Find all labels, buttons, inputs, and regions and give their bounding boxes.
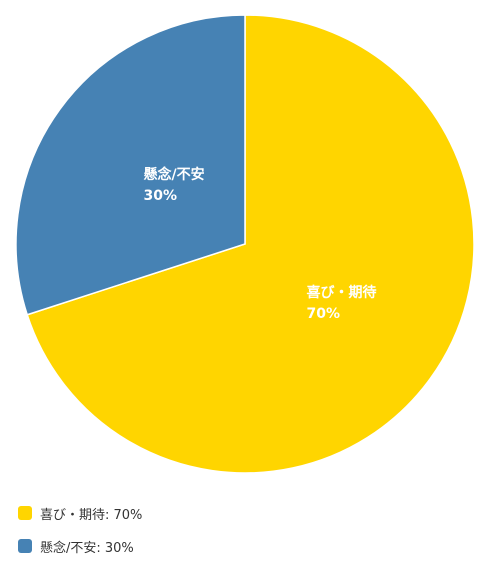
legend-swatch-joy bbox=[18, 506, 32, 520]
slice-label-name-concern: 懸念/不安 bbox=[143, 166, 204, 183]
legend-label-joy: 喜び・期待: 70% bbox=[40, 507, 143, 523]
legend-label-concern: 懸念/不安: 30% bbox=[40, 540, 134, 556]
slice-label-value-concern: 30% bbox=[143, 188, 177, 204]
legend-item-joy: 喜び・期待: 70% bbox=[18, 504, 143, 523]
pie-slice-concern bbox=[15, 14, 246, 316]
legend-swatch-concern bbox=[18, 539, 32, 553]
pie-slice-joy bbox=[26, 14, 475, 474]
legend-item-concern: 懸念/不安: 30% bbox=[18, 537, 142, 556]
pie-chart: 喜び・期待 70% 懸念/不安 30% bbox=[15, 14, 475, 474]
slice-label-name-joy: 喜び・期待 bbox=[307, 284, 377, 301]
slice-label-value-joy: 70% bbox=[307, 306, 341, 322]
chart-legend: 喜び・期待: 70% 懸念/不安: 30% bbox=[18, 504, 142, 570]
